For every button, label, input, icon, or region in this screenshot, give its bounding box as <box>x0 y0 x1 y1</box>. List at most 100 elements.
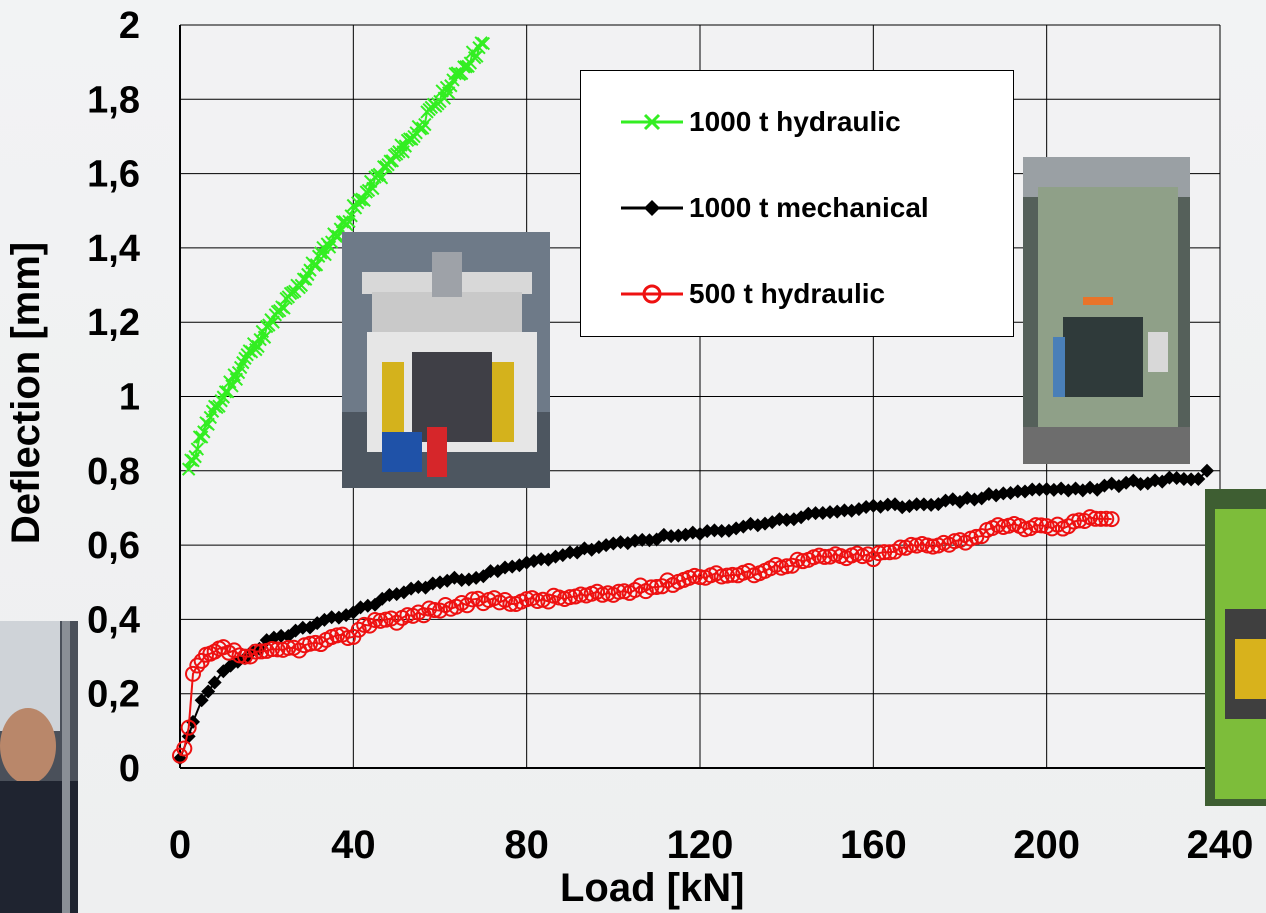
data-point <box>476 36 491 51</box>
legend-label: 1000 t hydraulic <box>689 106 901 137</box>
data-point <box>457 60 471 74</box>
data-point <box>572 586 589 603</box>
data-point <box>247 643 264 660</box>
x-tick-label: 160 <box>840 823 907 867</box>
y-axis-title: Deflection [mm] <box>4 241 48 545</box>
data-point <box>1103 511 1120 528</box>
data-point <box>1071 512 1088 529</box>
data-point <box>318 247 332 262</box>
operator-photo <box>0 621 78 913</box>
axes <box>179 25 1220 769</box>
data-point <box>714 523 729 538</box>
data-point <box>870 545 887 562</box>
data-point <box>344 209 358 223</box>
data-point <box>329 627 346 644</box>
data-point <box>692 569 708 586</box>
data-point <box>257 330 272 344</box>
y-tick-label: 1,6 <box>87 154 140 196</box>
data-point <box>269 641 286 658</box>
data-point <box>225 379 239 393</box>
data-point <box>236 355 250 370</box>
data-point <box>432 602 448 619</box>
legend-item-500t-hydraulic: 500 t hydraulic <box>621 278 886 309</box>
green-press-photo <box>1205 489 1266 806</box>
y-tick-label: 1,4 <box>87 228 140 270</box>
data-point <box>266 315 280 329</box>
data-point <box>418 117 432 132</box>
data-point <box>724 566 741 583</box>
data-point <box>185 665 201 682</box>
x-tick-label: 120 <box>667 823 734 867</box>
data-point <box>469 590 486 607</box>
data-point <box>610 583 627 600</box>
data-point <box>215 639 232 656</box>
data-point <box>307 258 322 272</box>
y-tick-label: 1,8 <box>87 79 140 121</box>
series-1000-t-hydraulic <box>181 36 491 476</box>
series-1000-t-mechanical <box>173 463 1214 766</box>
legend-item-1000t-mechanical: 1000 t mechanical <box>621 192 929 223</box>
legend-swatch-x-icon <box>621 113 683 131</box>
data-point <box>399 607 416 624</box>
data-point <box>415 121 430 135</box>
data-point <box>374 171 389 185</box>
y-tick-label: 0,2 <box>87 674 140 716</box>
data-point <box>1092 510 1109 527</box>
data-point <box>350 621 367 638</box>
data-point <box>220 385 235 399</box>
data-point <box>194 693 209 708</box>
data-point <box>253 643 270 660</box>
data-point <box>274 628 289 643</box>
data-point <box>816 548 833 565</box>
x-tick-label: 0 <box>169 823 191 867</box>
data-point <box>859 546 876 563</box>
data-point <box>1010 484 1025 499</box>
data-point <box>464 591 481 608</box>
data-point <box>189 657 206 674</box>
data-point <box>176 740 193 757</box>
y-tick-label: 2 <box>119 5 140 47</box>
data-point <box>659 572 676 589</box>
data-point <box>388 614 405 631</box>
series-500-t-hydraulic <box>172 509 1120 764</box>
data-point <box>474 36 488 50</box>
data-point <box>540 593 557 610</box>
y-tick-label: 0,4 <box>87 599 140 641</box>
data-point <box>214 394 228 408</box>
data-point <box>643 579 660 596</box>
y-tick-label: 0,8 <box>87 451 140 493</box>
data-point <box>892 539 909 556</box>
legend-label: 500 t hydraulic <box>689 278 886 309</box>
data-point <box>1191 472 1206 487</box>
data-point <box>719 567 736 584</box>
data-point <box>1098 510 1115 527</box>
data-point <box>808 506 823 521</box>
data-point <box>713 568 730 585</box>
data-point <box>1027 517 1044 534</box>
data-point <box>180 719 197 736</box>
data-point <box>366 181 380 196</box>
data-point <box>502 595 519 612</box>
data-point <box>201 684 216 699</box>
legend-item-1000t-hydraulic: 1000 t hydraulic <box>621 106 901 137</box>
x-tick-label: 240 <box>1187 823 1254 867</box>
data-point <box>295 620 310 635</box>
legend: 1000 t hydraulic 1000 t mechanical 500 t… <box>580 70 1014 337</box>
hydraulic-press-photo <box>342 232 550 488</box>
data-point <box>357 193 371 208</box>
y-tick-label: 1,2 <box>87 302 140 344</box>
data-point <box>367 612 383 629</box>
data-point <box>627 581 643 598</box>
data-point <box>909 497 924 512</box>
data-point <box>339 629 356 646</box>
y-tick-label: 0,6 <box>87 525 140 567</box>
data-point <box>1025 482 1040 497</box>
tick-labels: 0 40 80 120 160 200 240 0 0,2 0,4 0,6 0,8 1 1,2 1,4 1,6… <box>87 5 1253 867</box>
data-point <box>924 538 941 555</box>
legend-swatch-circle-icon <box>621 284 683 304</box>
data-point <box>190 442 205 456</box>
data-point <box>876 544 893 561</box>
data-point <box>815 506 830 521</box>
data-point <box>483 564 498 579</box>
legend-label: 1000 t mechanical <box>689 192 929 223</box>
